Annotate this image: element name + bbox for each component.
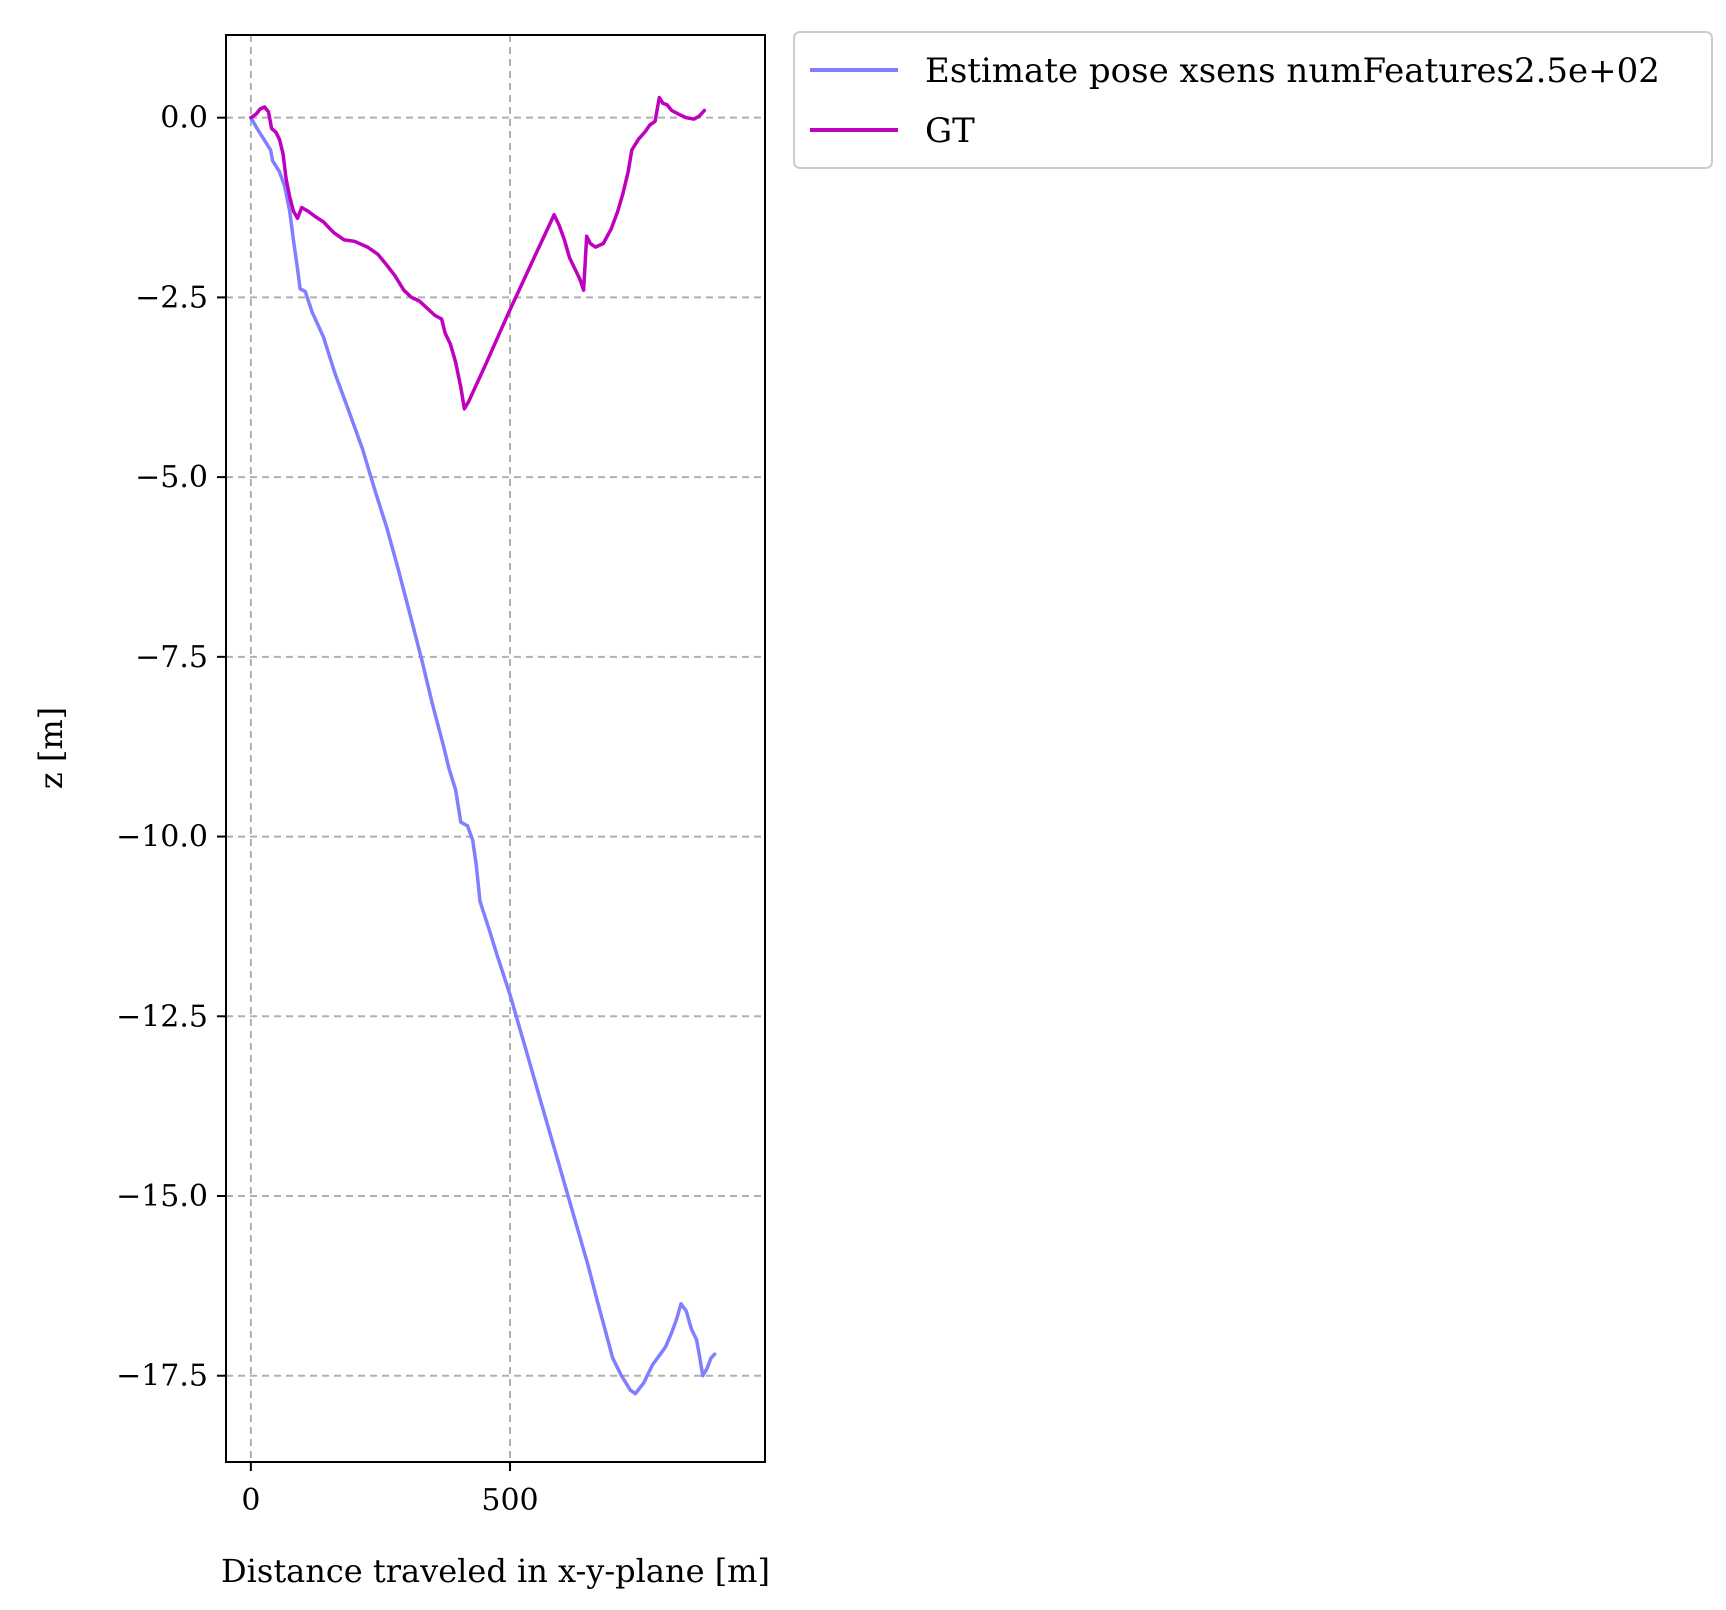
- x-tick-label: 500: [481, 1483, 538, 1518]
- y-tick-label: −15.0: [116, 1179, 208, 1214]
- x-axis-label: Distance traveled in x-y-plane [m]: [221, 1552, 770, 1590]
- series-lines: [249, 95, 717, 1396]
- y-tick-label: −12.5: [116, 999, 208, 1034]
- y-tick-label: −7.5: [135, 640, 208, 675]
- legend-label-estimate: Estimate pose xsens numFeatures2.5e+02: [925, 51, 1660, 91]
- y-tick-label: −10.0: [116, 820, 208, 855]
- y-ticks: 0.0 −2.5 −5.0 −7.5 −10.0 −12.5 −15.0 −17.5: [116, 101, 226, 1394]
- legend: Estimate pose xsens numFeatures2.5e+02 G…: [793, 31, 1713, 169]
- y-tick-label: −2.5: [135, 280, 208, 315]
- y-tick-label: −17.5: [116, 1359, 208, 1394]
- y-tick-label: 0.0: [160, 101, 208, 136]
- plot-frame: [225, 34, 766, 1463]
- y-axis-label: z [m]: [32, 707, 70, 789]
- grid-lines: [226, 35, 765, 1462]
- x-tick-label: 0: [241, 1483, 260, 1518]
- series-line-estimate: [249, 115, 717, 1396]
- legend-label-gt: GT: [925, 111, 975, 151]
- legend-box: [793, 31, 1713, 169]
- series-line-gt: [249, 95, 707, 411]
- y-tick-label: −5.0: [135, 460, 208, 495]
- x-ticks: 0 500: [241, 1462, 539, 1518]
